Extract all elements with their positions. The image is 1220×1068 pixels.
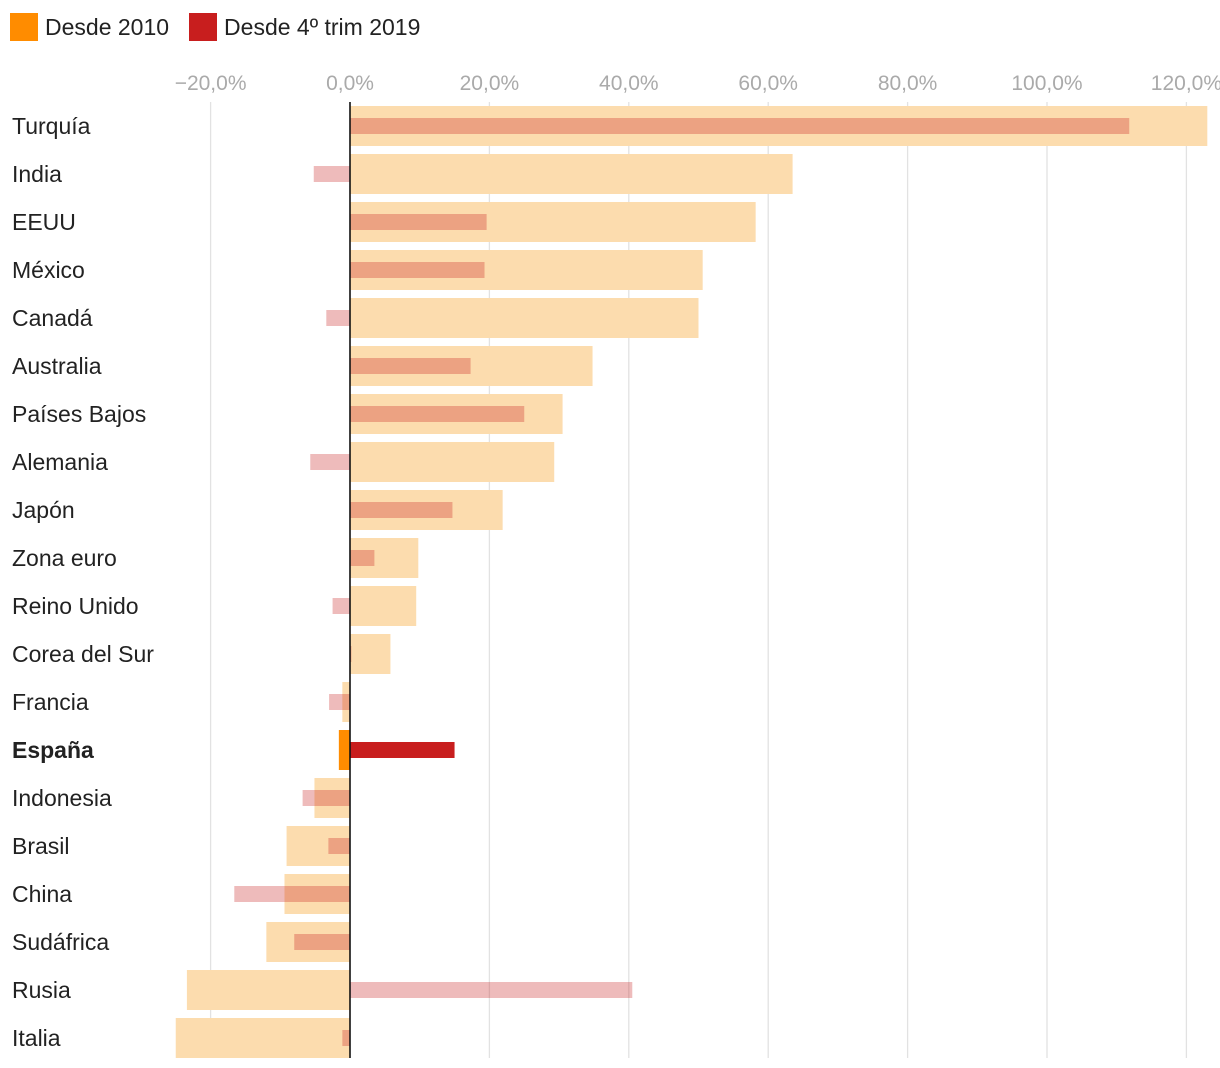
category-label: Canadá xyxy=(12,305,93,331)
bar-since-q4-2019 xyxy=(350,502,453,518)
category-label: España xyxy=(12,737,94,763)
x-tick-label: 0,0% xyxy=(326,72,374,95)
legend-item-since-2010: Desde 2010 xyxy=(10,13,169,41)
bar-since-2010 xyxy=(350,634,391,674)
category-label: Italia xyxy=(12,1025,61,1051)
legend-label: Desde 4º trim 2019 xyxy=(224,13,421,40)
category-label: Sudáfrica xyxy=(12,929,109,955)
category-label: Reino Unido xyxy=(12,593,139,619)
bar-since-q4-2019 xyxy=(350,358,471,374)
bar-since-q4-2019 xyxy=(294,934,350,950)
bar-since-q4-2019 xyxy=(332,598,350,614)
bar-since-2010 xyxy=(284,874,350,914)
bar-since-q4-2019 xyxy=(350,550,375,566)
legend-swatch-orange xyxy=(10,13,38,41)
x-tick-label: −20,0% xyxy=(175,72,247,95)
category-label: Zona euro xyxy=(12,545,117,571)
bar-since-q4-2019 xyxy=(326,310,350,326)
category-label: Rusia xyxy=(12,977,71,1003)
bar-since-q4-2019 xyxy=(329,694,350,710)
legend-label: Desde 2010 xyxy=(45,13,170,40)
legend: Desde 2010 Desde 4º trim 2019 xyxy=(10,13,440,41)
category-label: Australia xyxy=(12,353,102,379)
bar-since-2010 xyxy=(266,922,350,962)
bar-since-2010 xyxy=(286,826,350,866)
bar-since-2010 xyxy=(350,346,593,386)
bar-since-2010 xyxy=(350,106,1208,146)
category-label: Corea del Sur xyxy=(12,641,154,667)
bar-since-q4-2019 xyxy=(350,262,485,278)
x-tick-label: 20,0% xyxy=(460,72,520,95)
x-tick-label: 40,0% xyxy=(599,72,659,95)
category-label: China xyxy=(12,881,72,907)
category-label: Brasil xyxy=(12,833,70,859)
bar-since-2010 xyxy=(350,298,699,338)
category-label: Alemania xyxy=(12,449,108,475)
bar-since-2010 xyxy=(350,538,419,578)
bar-since-q4-2019 xyxy=(342,1030,350,1046)
bar-since-2010 xyxy=(350,394,563,434)
bar-since-q4-2019 xyxy=(350,406,525,422)
bar-since-2010 xyxy=(314,778,350,818)
bar-since-2010 xyxy=(338,730,350,770)
legend-swatch-red xyxy=(189,13,218,41)
bar-since-2010 xyxy=(350,250,703,290)
category-label: México xyxy=(12,257,85,283)
category-label: Japón xyxy=(12,497,75,523)
bar-since-2010 xyxy=(350,586,417,626)
category-label: EEUU xyxy=(12,209,76,235)
bar-since-2010 xyxy=(350,490,503,530)
bar-since-q4-2019 xyxy=(350,742,455,758)
category-label: Indonesia xyxy=(12,785,112,811)
legend-item-since-q4-2019: Desde 4º trim 2019 xyxy=(189,13,420,41)
category-label: Países Bajos xyxy=(12,401,146,427)
x-tick-label: 120,0% xyxy=(1151,72,1220,95)
x-tick-label: 100,0% xyxy=(1011,72,1082,95)
bar-since-q4-2019 xyxy=(328,838,350,854)
bar-since-2010 xyxy=(350,202,756,242)
bar-since-q4-2019 xyxy=(313,166,350,182)
category-label: Turquía xyxy=(12,113,91,139)
bar-since-2010 xyxy=(186,970,350,1010)
x-tick-label: 80,0% xyxy=(878,72,938,95)
category-label: India xyxy=(12,161,62,187)
bar-since-q4-2019 xyxy=(350,214,487,230)
bar-since-2010 xyxy=(350,442,555,482)
bar-since-2010 xyxy=(350,154,793,194)
bar-since-q4-2019 xyxy=(234,886,350,902)
bar-since-q4-2019 xyxy=(350,982,633,998)
category-label: Francia xyxy=(12,689,89,715)
bar-since-q4-2019 xyxy=(350,118,1130,134)
bar-since-2010 xyxy=(342,682,350,722)
x-tick-label: 60,0% xyxy=(738,72,798,95)
bar-since-q4-2019 xyxy=(302,790,350,806)
bar-since-2010 xyxy=(175,1018,350,1058)
bar-since-q4-2019 xyxy=(310,454,350,470)
